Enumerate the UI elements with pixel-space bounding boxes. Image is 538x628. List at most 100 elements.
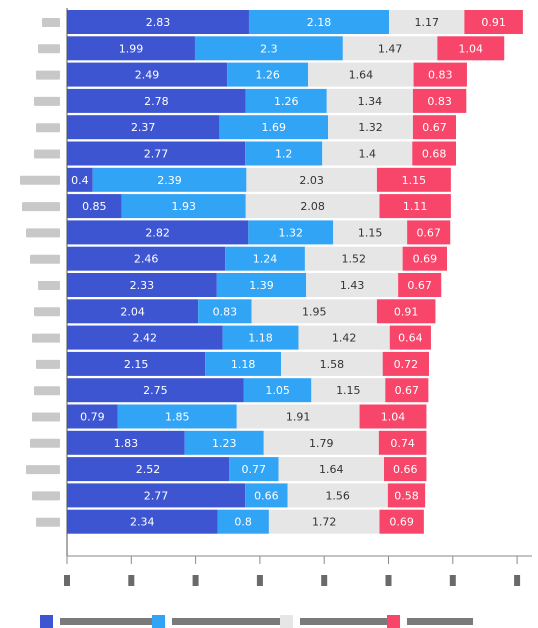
bar-value-label: 0.66 bbox=[254, 489, 279, 502]
bar-value-label: 1.58 bbox=[320, 358, 345, 371]
bar-segment bbox=[92, 167, 247, 192]
bar-value-label: 1.39 bbox=[249, 279, 274, 292]
bar-value-label: 1.64 bbox=[349, 69, 374, 82]
bar-segment bbox=[67, 246, 226, 271]
bar-segment bbox=[67, 36, 195, 61]
bar-segment bbox=[184, 430, 264, 455]
bar-segment bbox=[389, 325, 431, 350]
bar-value-label: 1.04 bbox=[459, 42, 484, 55]
category-label-placeholder bbox=[42, 18, 60, 27]
bar-value-label: 0.85 bbox=[82, 200, 107, 213]
bar-segment bbox=[379, 509, 424, 534]
bar-segment bbox=[248, 10, 390, 34]
bar-value-label: 1.83 bbox=[114, 437, 139, 450]
bar-segment bbox=[236, 404, 360, 429]
bar-value-label: 1.52 bbox=[342, 253, 367, 266]
bar-value-label: 1.85 bbox=[165, 411, 190, 424]
bar-value-label: 1.99 bbox=[119, 42, 144, 55]
bar-segment bbox=[378, 430, 427, 455]
x-tick-label-placeholder bbox=[449, 575, 456, 586]
bar-segment bbox=[222, 325, 299, 350]
bar-segment bbox=[412, 141, 457, 166]
bar-segment bbox=[413, 62, 467, 87]
bar-segment bbox=[198, 299, 252, 324]
bar-segment bbox=[67, 194, 122, 219]
category-label-placeholder bbox=[34, 149, 60, 159]
bar-value-label: 1.32 bbox=[279, 226, 304, 239]
bar-value-label: 0.69 bbox=[413, 253, 438, 266]
bar-segment bbox=[308, 62, 414, 87]
bar-value-label: 1.42 bbox=[332, 332, 357, 345]
category-label-placeholder bbox=[36, 359, 60, 369]
bar-value-label: 1.23 bbox=[212, 437, 237, 450]
bar-segment bbox=[245, 141, 323, 166]
bar-segment bbox=[245, 194, 380, 219]
x-tick-label-placeholder bbox=[128, 575, 135, 586]
bar-segment bbox=[464, 10, 523, 34]
bar-value-label: 2.78 bbox=[144, 95, 169, 108]
bar-value-label: 2.42 bbox=[133, 332, 158, 345]
category-label-placeholder bbox=[38, 44, 60, 54]
legend-swatch bbox=[280, 615, 293, 628]
bar-value-label: 0.67 bbox=[416, 226, 441, 239]
category-label-placeholder bbox=[22, 202, 60, 212]
bar-segment bbox=[217, 509, 269, 534]
bar-segment bbox=[121, 194, 246, 219]
bar-value-label: 2.18 bbox=[307, 16, 332, 29]
bar-segment bbox=[407, 220, 451, 245]
bar-segment bbox=[287, 483, 388, 508]
bar-value-label: 1.15 bbox=[336, 384, 361, 397]
category-label-placeholder bbox=[30, 438, 60, 448]
x-tick-label-placeholder bbox=[192, 575, 199, 586]
x-tick-label-placeholder bbox=[385, 575, 392, 586]
bar-segment bbox=[205, 351, 282, 376]
bar-segment bbox=[389, 10, 465, 34]
bar-segment bbox=[304, 246, 403, 271]
bar-value-label: 0.4 bbox=[71, 174, 89, 187]
bar-value-label: 1.17 bbox=[415, 16, 440, 29]
bar-segment bbox=[67, 220, 249, 245]
bar-value-label: 1.79 bbox=[309, 437, 334, 450]
bar-value-label: 0.83 bbox=[428, 69, 453, 82]
bar-value-label: 2.83 bbox=[146, 16, 171, 29]
bar-value-label: 2.08 bbox=[300, 200, 325, 213]
bar-value-label: 1.93 bbox=[171, 200, 196, 213]
legend-label-placeholder bbox=[60, 618, 162, 625]
bar-segment bbox=[216, 273, 307, 297]
x-tick-label-placeholder bbox=[256, 575, 263, 586]
bar-segment bbox=[278, 457, 384, 482]
bar-segment bbox=[281, 351, 383, 376]
bar-segment bbox=[67, 62, 228, 87]
bar-value-label: 1.24 bbox=[253, 253, 278, 266]
bar-segment bbox=[67, 299, 199, 324]
bar-segment bbox=[67, 167, 93, 192]
bar-segment bbox=[246, 167, 377, 192]
bar-segment bbox=[398, 273, 442, 297]
category-label-placeholder bbox=[36, 123, 60, 133]
bar-value-label: 1.72 bbox=[312, 516, 337, 529]
bar-value-label: 2.03 bbox=[299, 174, 324, 187]
bar-value-label: 1.56 bbox=[325, 489, 350, 502]
bar-segment bbox=[402, 246, 448, 271]
x-tick-label-placeholder bbox=[64, 575, 70, 586]
bar-value-label: 1.4 bbox=[359, 148, 377, 161]
bar-segment bbox=[268, 509, 380, 534]
bar-value-label: 1.26 bbox=[255, 69, 280, 82]
bar-segment bbox=[387, 483, 426, 508]
bar-value-label: 1.18 bbox=[248, 332, 273, 345]
bar-segment bbox=[383, 457, 427, 482]
bar-value-label: 1.43 bbox=[340, 279, 365, 292]
bar-value-label: 1.15 bbox=[402, 174, 427, 187]
bar-segment bbox=[298, 325, 390, 350]
bar-segment bbox=[412, 88, 467, 113]
bar-value-label: 0.72 bbox=[394, 358, 419, 371]
bar-value-label: 0.77 bbox=[242, 463, 267, 476]
bar-value-label: 2.77 bbox=[144, 489, 169, 502]
category-label-placeholder bbox=[34, 307, 60, 317]
category-label-placeholder bbox=[34, 96, 60, 106]
bar-value-label: 0.67 bbox=[395, 384, 420, 397]
bar-value-label: 0.69 bbox=[389, 516, 414, 529]
bar-segment bbox=[229, 457, 279, 482]
bar-segment bbox=[342, 36, 438, 61]
